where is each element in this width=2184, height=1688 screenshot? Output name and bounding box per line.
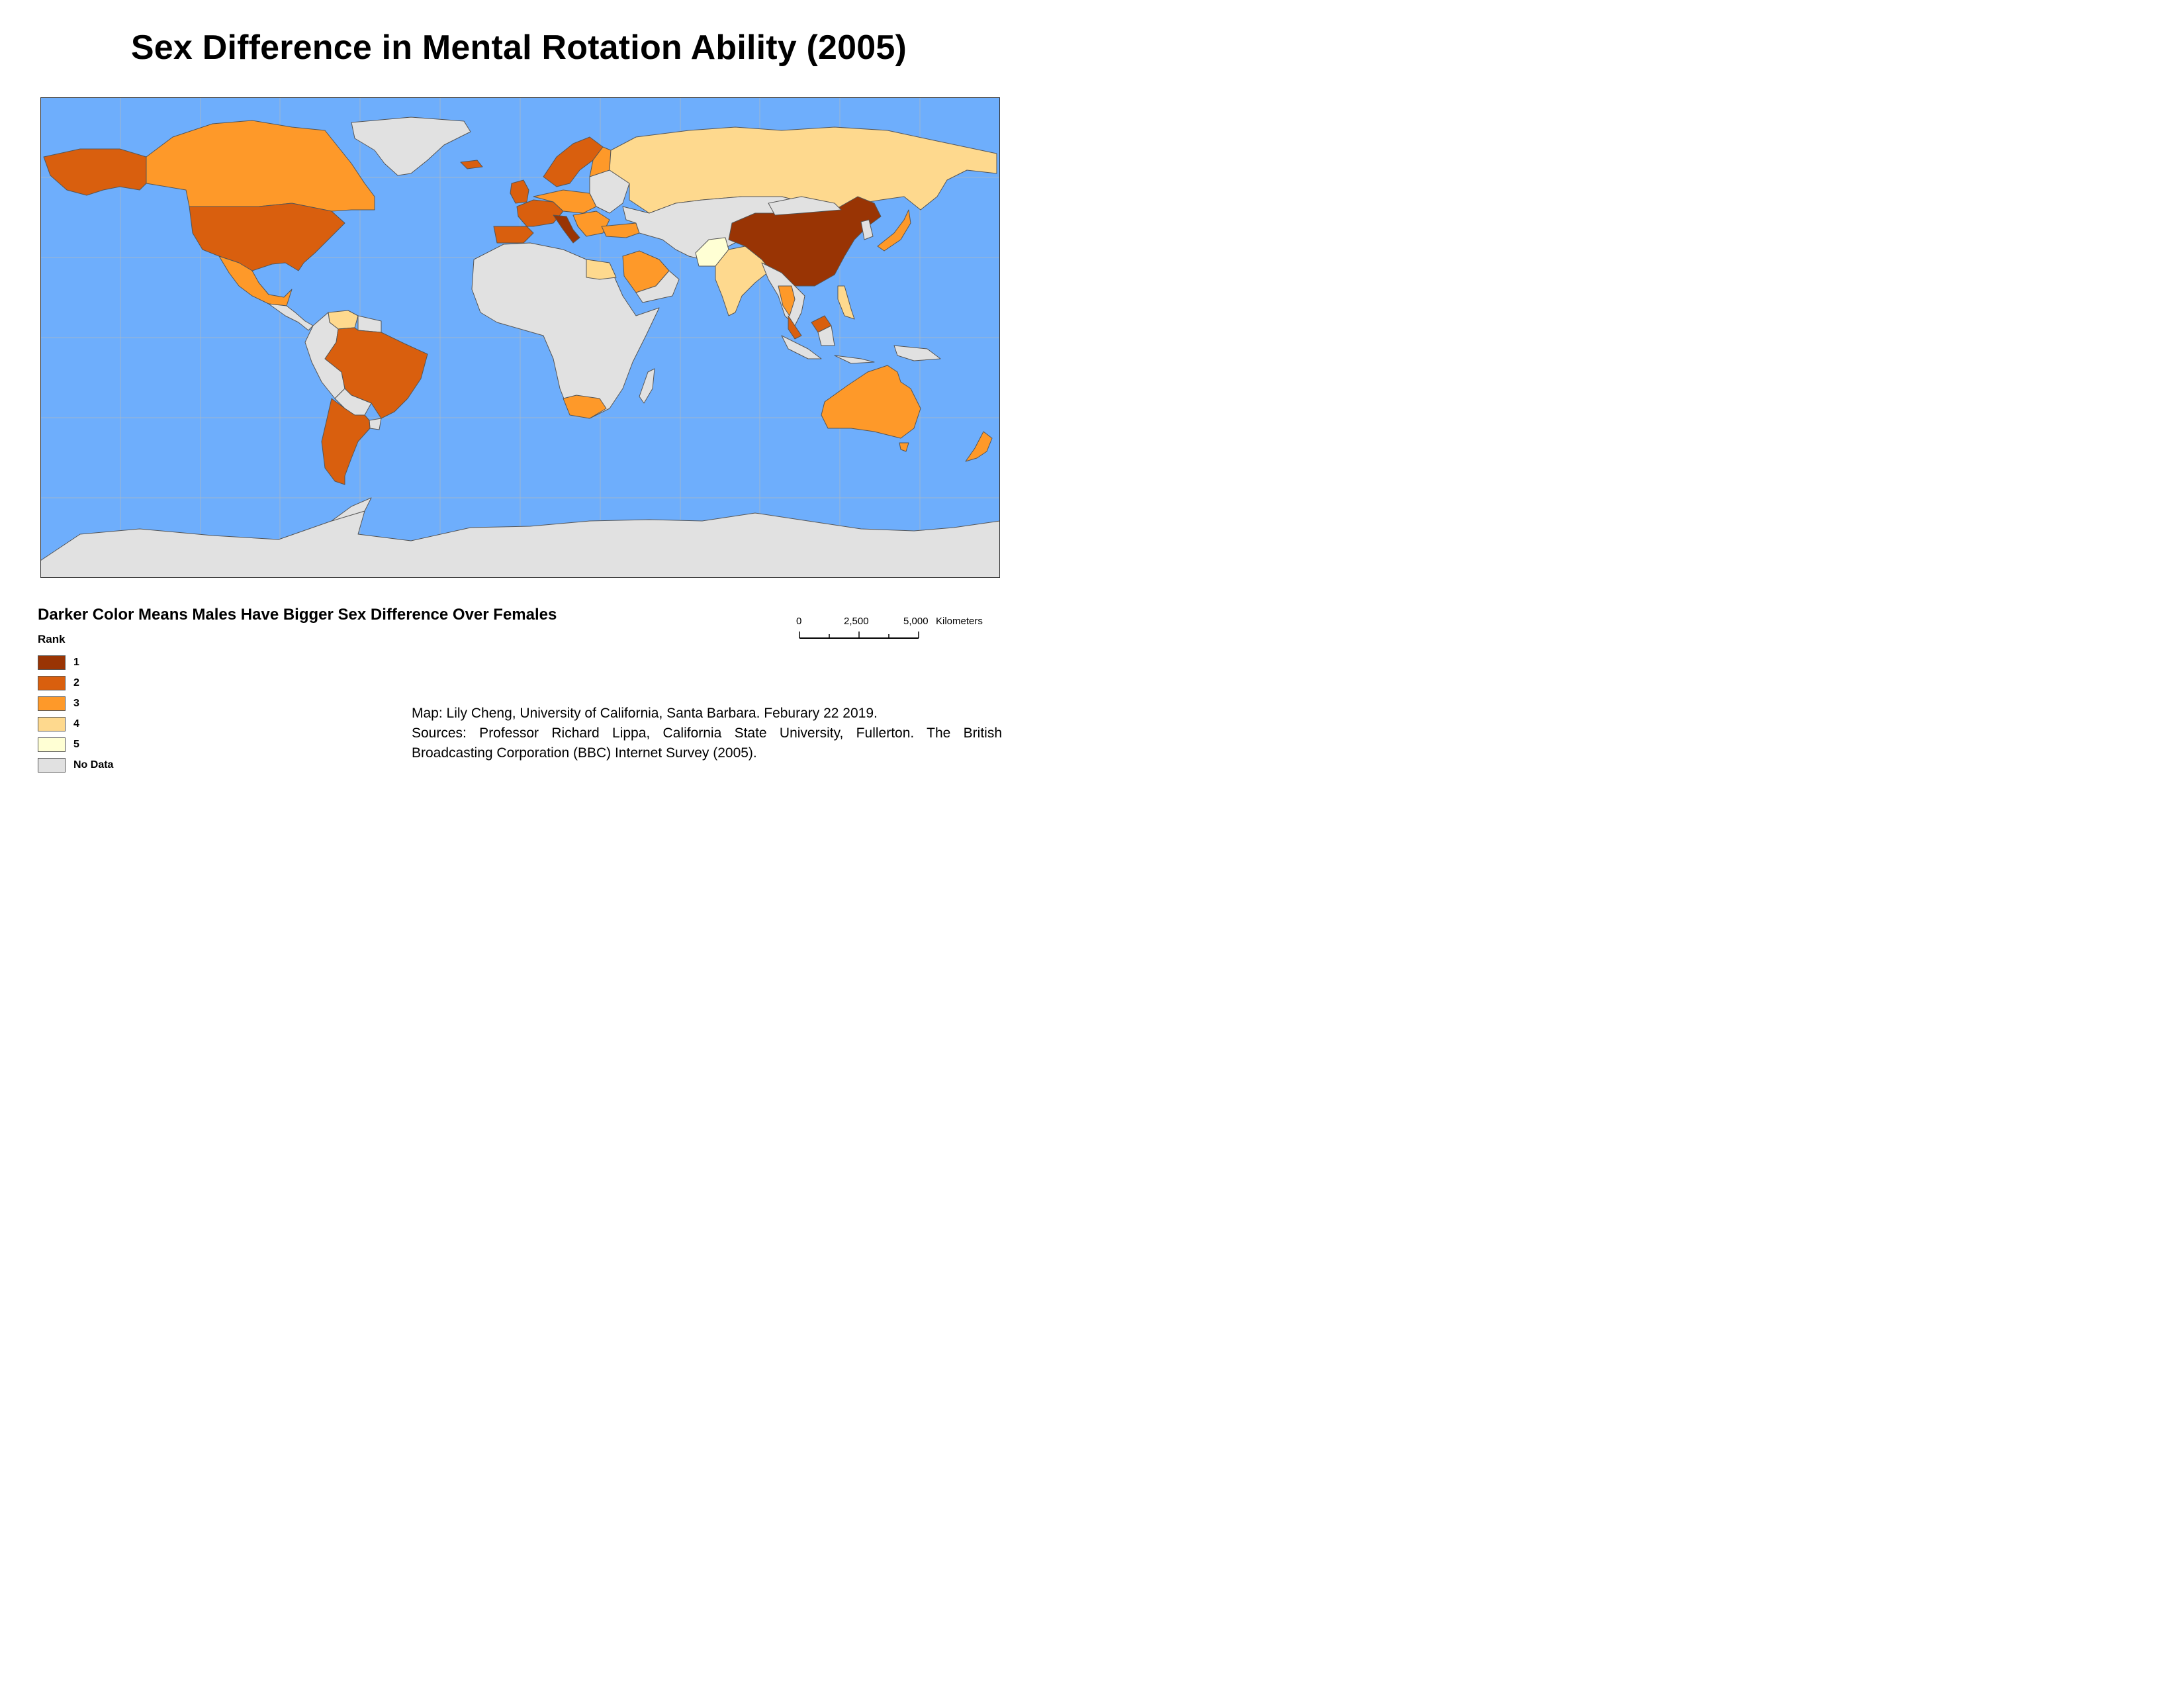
scale-tick-label-2500: 2,500 <box>844 616 869 627</box>
map-title: Sex Difference in Mental Rotation Abilit… <box>130 28 907 67</box>
india <box>715 246 772 316</box>
map-svg <box>40 97 1000 578</box>
western-europe <box>516 199 564 227</box>
japan <box>877 209 911 252</box>
scale-unit-label: Kilometers <box>936 616 983 627</box>
scale-bar: 0 2,500 5,000 Kilometers <box>791 616 1003 642</box>
central-europe <box>533 189 597 214</box>
indonesia <box>781 325 941 364</box>
new-zealand <box>965 431 993 462</box>
legend-swatch-rank-5 <box>38 737 66 752</box>
scale-bar-line <box>799 632 919 639</box>
legend-item-rank-4: 4 <box>38 714 113 734</box>
legend-item-rank-3: 3 <box>38 693 113 714</box>
antarctica <box>40 510 1000 578</box>
mexico <box>218 256 293 306</box>
greenland <box>351 117 471 176</box>
scale-tick-label-5000: 5,000 <box>903 616 929 627</box>
korea <box>860 219 874 240</box>
madagascar <box>639 368 655 404</box>
argentina <box>321 398 371 485</box>
legend-item-no-data: No Data <box>38 755 113 775</box>
egypt <box>586 259 617 280</box>
legend-label-no-data: No Data <box>73 759 114 771</box>
legend-label-rank-4: 4 <box>73 718 79 729</box>
legend-item-rank-5: 5 <box>38 734 113 755</box>
iceland <box>460 160 483 169</box>
legend-label-rank-2: 2 <box>73 677 79 688</box>
usa <box>189 203 345 271</box>
arabia-rest <box>635 270 680 303</box>
legend-swatch-rank-2 <box>38 675 66 690</box>
world-map <box>40 97 1000 578</box>
legend-item-rank-2: 2 <box>38 673 113 693</box>
alaska <box>43 148 147 196</box>
credits-author: Map: Lily Cheng, University of Californi… <box>412 706 878 721</box>
legend-label-rank-5: 5 <box>73 738 79 750</box>
legend-title: Rank <box>38 633 66 645</box>
iberia <box>493 226 534 244</box>
africa <box>471 242 660 419</box>
map-credits: Map: Lily Cheng, University of Californi… <box>412 704 1002 763</box>
scale-tick-label-0: 0 <box>796 616 802 627</box>
credits-sources: Sources: Professor Richard Lippa, Califo… <box>412 726 1002 761</box>
uruguay <box>369 418 382 430</box>
turkey <box>601 222 640 238</box>
uk <box>510 179 529 204</box>
legend-list: 1 2 3 4 5 No Data <box>38 652 113 775</box>
mongolia <box>768 196 842 216</box>
legend-label-rank-3: 3 <box>73 697 79 709</box>
legend-swatch-rank-3 <box>38 696 66 711</box>
tasmania <box>899 442 909 452</box>
south-africa <box>563 395 607 419</box>
antarctic-peninsula <box>331 497 372 522</box>
legend-item-rank-1: 1 <box>38 652 113 673</box>
legend-heading: Darker Color Means Males Have Bigger Sex… <box>38 606 557 624</box>
balkans <box>572 211 610 237</box>
brazil <box>324 327 428 419</box>
australia <box>821 365 921 439</box>
italy <box>553 214 580 244</box>
legend-swatch-rank-1 <box>38 655 66 670</box>
philippines <box>837 285 855 320</box>
legend-swatch-rank-4 <box>38 716 66 731</box>
legend-label-rank-1: 1 <box>73 656 79 668</box>
legend-swatch-no-data <box>38 757 66 773</box>
thailand <box>778 285 796 316</box>
